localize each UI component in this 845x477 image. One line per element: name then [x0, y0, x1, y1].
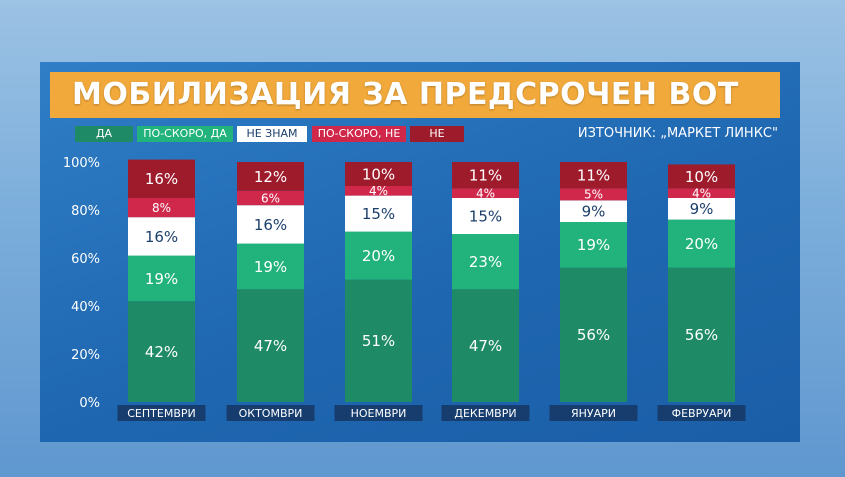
data-label: 16% [145, 228, 178, 246]
bar-segment [668, 198, 735, 220]
data-label: 15% [362, 205, 395, 223]
legend-item: ПО-СКОРО, НЕ [312, 126, 406, 142]
data-label: 11% [577, 167, 610, 185]
x-tick-label: ЯНУАРИ [571, 407, 616, 420]
legend-item: ДА [75, 126, 133, 142]
x-category-box [226, 405, 315, 421]
bar-segment [560, 267, 627, 402]
bar-segment [128, 217, 195, 256]
bar-segment [452, 188, 519, 198]
bar-segment [128, 159, 195, 198]
x-category-box [441, 405, 530, 421]
bar-segment [452, 289, 519, 402]
data-label: 47% [469, 337, 502, 355]
data-label: 5% [584, 188, 603, 202]
bar-segment [452, 234, 519, 290]
y-tick-label: 40% [71, 300, 100, 315]
data-label: 12% [254, 168, 287, 186]
y-tick-label: 20% [71, 348, 100, 363]
legend-item: НЕ [410, 126, 464, 142]
bar-segment [452, 162, 519, 189]
data-label: 4% [369, 184, 388, 198]
data-label: 56% [577, 326, 610, 344]
data-label: 10% [362, 165, 395, 183]
legend-item: НЕ ЗНАМ [237, 126, 307, 142]
data-label: 19% [254, 258, 287, 276]
data-label: 8% [152, 201, 171, 215]
bar-segment [668, 219, 735, 268]
bar-segment [237, 190, 304, 206]
x-tick-label: СЕПТЕМВРИ [127, 407, 195, 420]
data-label: 4% [476, 187, 495, 201]
bar-segment [668, 188, 735, 198]
bar-segment [560, 222, 627, 268]
x-tick-label: НОЕМВРИ [351, 407, 407, 420]
data-label: 42% [145, 343, 178, 361]
data-label: 6% [261, 191, 280, 205]
bar-segment [560, 188, 627, 201]
bar-segment [345, 231, 412, 280]
bar-segment [128, 198, 195, 218]
bar-segment [237, 289, 304, 402]
bar-segment [237, 243, 304, 290]
x-tick-label: ДЕКЕМВРИ [454, 407, 516, 420]
x-category-box [117, 405, 206, 421]
x-category-box [549, 405, 638, 421]
data-label: 20% [362, 247, 395, 265]
legend-item: ПО-СКОРО, ДА [137, 126, 233, 142]
data-label: 51% [362, 332, 395, 350]
data-label: 9% [690, 200, 714, 218]
chart-title: МОБИЛИЗАЦИЯ ЗА ПРЕДСРОЧЕН ВОТ [50, 72, 780, 118]
bar-segment [560, 162, 627, 189]
data-label: 11% [469, 167, 502, 185]
bar-segment [345, 162, 412, 186]
y-tick-label: 80% [71, 204, 100, 219]
data-label: 19% [577, 236, 610, 254]
data-label: 47% [254, 337, 287, 355]
bar-segment [668, 164, 735, 189]
bar-segment [345, 195, 412, 232]
source-label: ИЗТОЧНИК: „МАРКЕТ ЛИНКС" [577, 126, 778, 141]
bar-segment [560, 200, 627, 222]
bar-segment [237, 205, 304, 244]
y-tick-label: 0% [79, 396, 100, 411]
data-label: 16% [254, 216, 287, 234]
bar-segment [345, 186, 412, 196]
data-label: 20% [685, 235, 718, 253]
x-tick-label: ФЕВРУАРИ [672, 407, 732, 420]
bar-segment [668, 267, 735, 402]
data-label: 19% [145, 270, 178, 288]
x-tick-label: ОКТОМВРИ [239, 407, 303, 420]
data-label: 56% [685, 326, 718, 344]
bar-segment [452, 198, 519, 234]
data-label: 10% [685, 168, 718, 186]
y-tick-label: 100% [63, 156, 100, 171]
data-label: 16% [145, 170, 178, 188]
bar-segment [345, 279, 412, 402]
y-tick-label: 60% [71, 252, 100, 267]
x-category-box [657, 405, 746, 421]
data-label: 9% [582, 203, 606, 221]
bar-segment [128, 301, 195, 402]
data-label: 4% [692, 187, 711, 201]
data-label: 15% [469, 207, 502, 225]
bar-segment [237, 162, 304, 191]
data-label: 23% [469, 253, 502, 271]
x-category-box [334, 405, 423, 421]
bar-segment [128, 255, 195, 302]
